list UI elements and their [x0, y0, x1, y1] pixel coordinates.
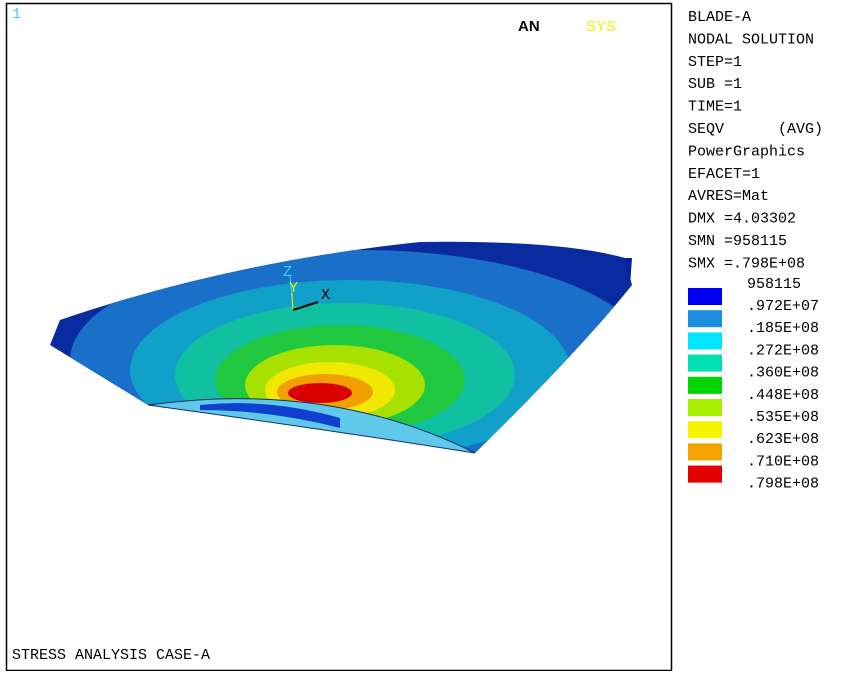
info-line: AVRES=Mat [688, 188, 769, 205]
legend-label: .448E+08 [747, 387, 819, 404]
legend-label: .360E+08 [747, 365, 819, 382]
legend-swatch [688, 355, 722, 372]
triad-y-label: Y [289, 280, 298, 297]
info-line: PowerGraphics [688, 143, 805, 160]
logo-sys: SYS [586, 18, 616, 35]
info-line: BLADE-A [688, 9, 751, 26]
legend-swatch [688, 399, 722, 416]
info-line: NODAL SOLUTION [688, 31, 814, 48]
info-line: EFACET=1 [688, 166, 760, 183]
info-line: SMX =.798E+08 [688, 255, 805, 272]
footer-title: STRESS ANALYSIS CASE-A [12, 647, 210, 664]
legend-label: .972E+07 [747, 298, 819, 315]
legend-label: .272E+08 [747, 342, 819, 359]
info-line: SMN =958115 [688, 233, 787, 250]
legend-swatch [688, 288, 722, 305]
legend-label: .185E+08 [747, 320, 819, 337]
legend-label: .798E+08 [747, 476, 819, 493]
legend-swatch [688, 332, 722, 349]
legend-swatch [688, 466, 722, 483]
info-line: DMX =4.03302 [688, 211, 796, 228]
legend-swatch [688, 377, 722, 394]
triad-x-label: X [321, 287, 330, 304]
legend-swatch [688, 443, 722, 460]
ansys-window: 1 AN SYS Z Y X STRESS ANALYSIS CASE-A BL… [0, 0, 846, 671]
legend-min-label: 958115 [747, 276, 801, 293]
legend-label: .710E+08 [747, 453, 819, 470]
info-line: TIME=1 [688, 99, 742, 116]
band [288, 383, 352, 403]
info-line: SUB =1 [688, 76, 742, 93]
window-number: 1 [12, 6, 21, 23]
info-line: STEP=1 [688, 54, 742, 71]
info-line: SEQV (AVG) [688, 121, 823, 138]
logo-an: AN [518, 18, 540, 35]
legend-swatch [688, 421, 722, 438]
legend-label: .623E+08 [747, 431, 819, 448]
legend-label: .535E+08 [747, 409, 819, 426]
triad-z-label: Z [283, 264, 292, 281]
legend-swatch [688, 310, 722, 327]
